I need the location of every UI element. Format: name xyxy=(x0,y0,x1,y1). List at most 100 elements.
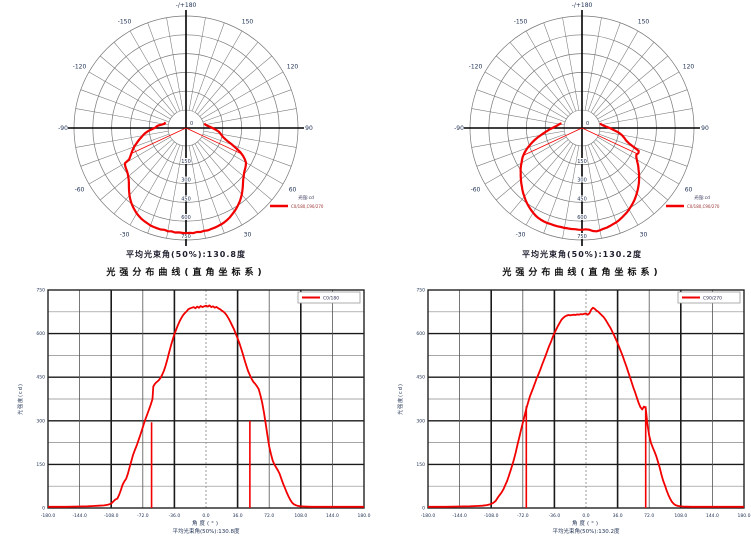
intensity-curve xyxy=(428,306,744,508)
polar-intensity-chart-right: -/+180 150 120 90 60 30 -150 -120 -90 -60 -30 0 150 3… xyxy=(454,2,720,246)
svg-text:72.0: 72.0 xyxy=(644,513,654,519)
beam-angle-subcaption: 平均光束角(50%):130.2度 xyxy=(552,527,620,535)
svg-text:30: 30 xyxy=(640,232,648,239)
svg-text:0: 0 xyxy=(190,121,193,127)
beam-angle-marker-lines xyxy=(523,127,638,156)
svg-text:-72.0: -72.0 xyxy=(137,513,149,519)
cartesian-intensity-chart-left: -180.0 -144.0 -108.0 -72.0 -36.0 0.0 36.0 72.0 1… xyxy=(17,288,371,536)
y-axis-title: 光强度(cd) xyxy=(397,383,404,415)
polar-legend: 光强:cd C0/180,C90/270 xyxy=(666,194,720,209)
svg-text:0.0: 0.0 xyxy=(582,513,589,519)
polar-intensity-chart-left: -/+180 150 120 90 60 30 -150 -120 -90 -60 -30 0 150 3… xyxy=(58,2,324,246)
svg-text:-108.0: -108.0 xyxy=(104,513,119,519)
polar-angle-labels: -/+180 150 120 90 60 30 -150 -120 -90 -60 -30 xyxy=(58,2,313,239)
beam-angle-marker-lines xyxy=(150,420,251,508)
cartesian-legend: C90/270 xyxy=(677,291,741,304)
plot-border xyxy=(427,289,745,509)
svg-text:300: 300 xyxy=(181,178,191,184)
svg-text:180.0: 180.0 xyxy=(738,513,751,519)
svg-text:144.0: 144.0 xyxy=(326,513,339,519)
x-axis-title: 角度(°) xyxy=(572,519,600,527)
intensity-curve xyxy=(48,304,364,508)
svg-text:30: 30 xyxy=(244,232,252,239)
cartesian-legend: C0/180 xyxy=(297,291,361,304)
svg-text:36.0: 36.0 xyxy=(613,513,623,519)
svg-text:60: 60 xyxy=(289,187,297,194)
svg-text:C0/180,C90/270: C0/180,C90/270 xyxy=(687,204,720,209)
svg-text:150: 150 xyxy=(577,159,587,165)
svg-text:-60: -60 xyxy=(471,187,481,194)
cartesian-grid xyxy=(48,290,364,508)
svg-text:0: 0 xyxy=(586,121,589,127)
y-axis-title: 光强度(cd) xyxy=(17,383,24,415)
cartesian-chart-title-right: 光强分布曲线(直角坐标系) xyxy=(502,268,662,278)
svg-text:750: 750 xyxy=(36,288,45,294)
svg-text:光强:cd: 光强:cd xyxy=(298,194,314,201)
svg-text:-/+180: -/+180 xyxy=(572,2,593,9)
svg-text:-60: -60 xyxy=(75,187,85,194)
svg-text:-36.0: -36.0 xyxy=(549,513,561,519)
svg-text:C0/180: C0/180 xyxy=(323,296,339,302)
svg-text:C0/180,C90/270: C0/180,C90/270 xyxy=(291,204,324,209)
svg-text:-150: -150 xyxy=(118,18,132,25)
svg-text:-120: -120 xyxy=(73,64,87,71)
svg-text:-72.0: -72.0 xyxy=(517,513,529,519)
svg-text:450: 450 xyxy=(36,375,45,381)
axis-tick-labels: -180.0 -144.0 -108.0 -72.0 -36.0 0.0 36.0 72.0 1… xyxy=(36,288,370,520)
svg-text:光强:cd: 光强:cd xyxy=(694,194,710,201)
beam-angle-subcaption: 平均光束角(50%):130.8度 xyxy=(172,527,240,535)
svg-text:0: 0 xyxy=(42,506,45,512)
beam-angle-marker-lines xyxy=(131,127,242,155)
svg-text:0.0: 0.0 xyxy=(202,513,209,519)
svg-text:C90/270: C90/270 xyxy=(703,296,722,302)
svg-text:-144.0: -144.0 xyxy=(452,513,467,519)
polar-angle-labels: -/+180 150 120 90 60 30 -150 -120 -90 -60 -30 xyxy=(454,2,709,239)
svg-text:-90: -90 xyxy=(454,125,464,132)
svg-text:750: 750 xyxy=(416,288,425,294)
cartesian-chart-title-left: 光强分布曲线(直角坐标系) xyxy=(106,268,266,278)
svg-text:300: 300 xyxy=(577,178,587,184)
svg-text:-180.0: -180.0 xyxy=(41,513,56,519)
beam-angle-caption-left: 平均光束角(50%):130.8度 xyxy=(126,250,246,259)
svg-text:300: 300 xyxy=(416,418,425,424)
svg-text:150: 150 xyxy=(638,18,650,25)
svg-text:150: 150 xyxy=(36,462,45,468)
x-axis-title: 角度(°) xyxy=(192,519,220,527)
svg-text:72.0: 72.0 xyxy=(264,513,274,519)
intensity-curve xyxy=(123,121,248,235)
beam-angle-caption-right: 平均光束角(50%):130.2度 xyxy=(522,250,642,259)
svg-text:750: 750 xyxy=(181,234,191,240)
svg-text:-36.0: -36.0 xyxy=(169,513,181,519)
svg-text:0: 0 xyxy=(422,506,425,512)
svg-text:-108.0: -108.0 xyxy=(484,513,499,519)
svg-text:-144.0: -144.0 xyxy=(72,513,87,519)
svg-text:-90: -90 xyxy=(58,125,68,132)
svg-text:600: 600 xyxy=(577,215,587,221)
svg-text:108.0: 108.0 xyxy=(674,513,687,519)
svg-text:108.0: 108.0 xyxy=(294,513,307,519)
intensity-curve xyxy=(519,122,641,233)
polar-ring-value-labels: 0 150 300 450 600 750 xyxy=(180,121,193,241)
svg-text:150: 150 xyxy=(416,462,425,468)
svg-text:36.0: 36.0 xyxy=(233,513,243,519)
svg-text:144.0: 144.0 xyxy=(706,513,719,519)
beam-angle-marker-lines xyxy=(525,406,647,508)
svg-text:600: 600 xyxy=(181,215,191,221)
svg-text:600: 600 xyxy=(416,331,425,337)
svg-text:-180.0: -180.0 xyxy=(421,513,436,519)
svg-text:120: 120 xyxy=(287,64,299,71)
svg-text:450: 450 xyxy=(577,196,587,202)
svg-text:-30: -30 xyxy=(120,232,130,239)
polar-legend: 光强:cd C0/180,C90/270 xyxy=(270,194,324,209)
svg-text:-120: -120 xyxy=(469,64,483,71)
svg-text:120: 120 xyxy=(683,64,695,71)
cartesian-grid xyxy=(428,290,744,508)
svg-text:450: 450 xyxy=(181,196,191,202)
svg-text:90: 90 xyxy=(305,125,313,132)
svg-text:-30: -30 xyxy=(516,232,526,239)
svg-text:750: 750 xyxy=(577,234,587,240)
svg-text:60: 60 xyxy=(685,187,693,194)
svg-text:300: 300 xyxy=(36,418,45,424)
svg-text:90: 90 xyxy=(701,125,709,132)
